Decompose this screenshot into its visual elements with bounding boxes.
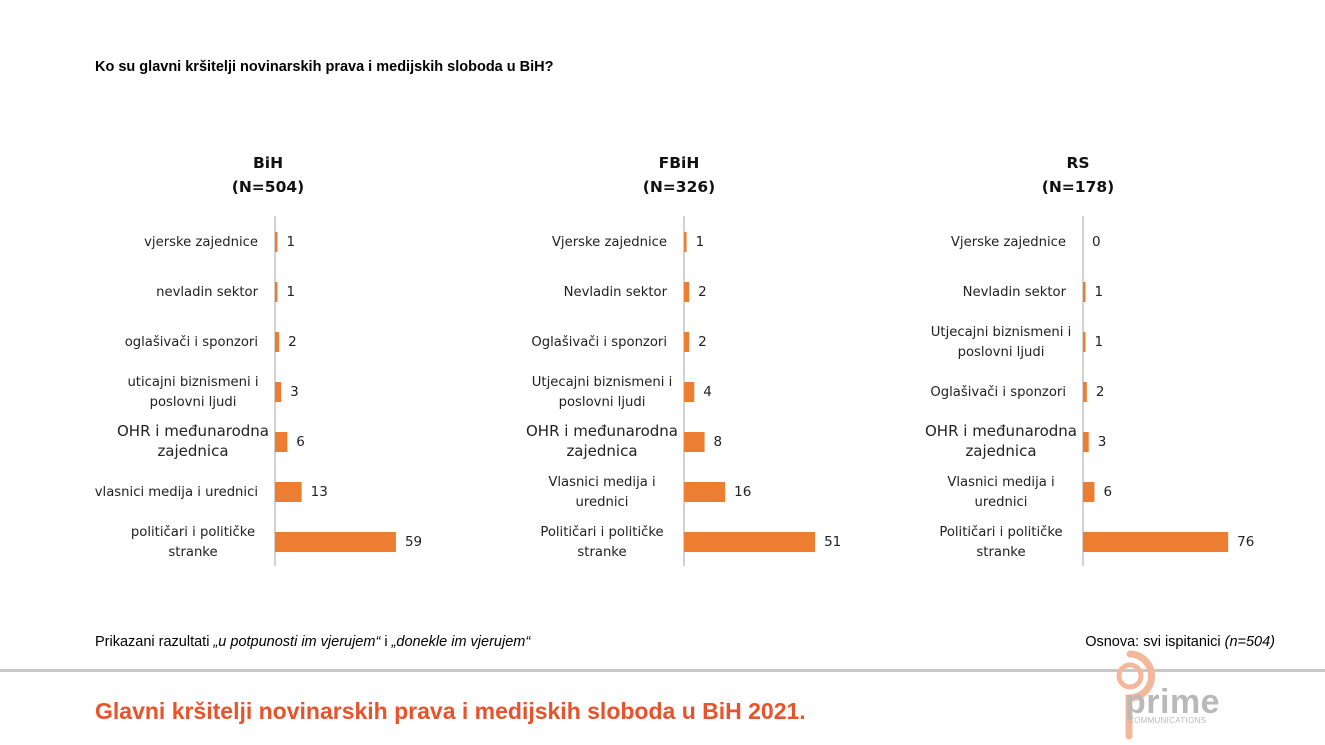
chart-3-value-label-5: 3 — [1098, 434, 1107, 450]
chart-1-bar-1 — [275, 232, 278, 252]
chart-2-title-line-1: FBiH — [659, 154, 700, 172]
chart-2-title-line-2: (N=326) — [643, 178, 715, 196]
chart-3-category-label-7-line-2: stranke — [976, 545, 1025, 560]
chart-3-bar-6 — [1083, 482, 1095, 502]
results-note-option-1: „u potpunosti im vjerujem“ — [213, 634, 381, 650]
base-note-n: (n=504) — [1224, 634, 1275, 650]
chart-1-category-label-7-line-1: političari i političke — [131, 524, 255, 540]
chart-1-category-label-2-line-1: nevladin sektor — [156, 285, 258, 300]
chart-2-category-label-5-line-2: zajednica — [566, 442, 637, 460]
chart-1-bar-4 — [275, 382, 282, 402]
chart-3-category-label-1-line-1: Vjerske zajednice — [951, 235, 1066, 250]
footer-title: Glavni kršitelji novinarskih prava i med… — [95, 698, 806, 724]
chart-3-bar-2 — [1083, 282, 1086, 302]
chart-3-bar-4 — [1083, 382, 1087, 402]
chart-3-title-line-1: RS — [1066, 154, 1089, 172]
chart-2-category-label-6-line-1: Vlasnici medija i — [548, 475, 655, 490]
chart-2-category-label-6-line-2: urednici — [576, 495, 629, 510]
chart-2-category-label-2-line-1: Nevladin sektor — [564, 285, 668, 300]
chart-3-value-label-3: 1 — [1095, 334, 1104, 350]
chart-1-category-label-5-line-1: OHR i međunarodna — [117, 422, 269, 440]
chart-2-value-label-3: 2 — [698, 334, 707, 350]
chart-3-value-label-2: 1 — [1095, 284, 1104, 300]
chart-1-value-label-4: 3 — [290, 384, 299, 400]
chart-3-bar-7 — [1083, 532, 1229, 552]
chart-2-category-label-4-line-1: Utjecajni biznismeni i — [532, 375, 673, 390]
chart-1-value-label-7: 59 — [405, 534, 422, 550]
chart-1-bar-7 — [275, 532, 396, 552]
chart-3-category-label-6-line-2: urednici — [975, 495, 1028, 510]
chart-2-category-label-7-line-1: Političari i političke — [540, 524, 663, 540]
chart-1-category-label-1-line-1: vjerske zajednice — [144, 235, 258, 250]
chart-1-value-label-3: 2 — [288, 334, 297, 350]
chart-2-bar-6 — [684, 482, 726, 502]
results-note: Prikazani razultati „u potpunosti im vje… — [95, 634, 530, 650]
chart-2-value-label-4: 4 — [703, 384, 712, 400]
results-note-prefix: Prikazani razultati — [95, 634, 214, 650]
results-note-conjunction: i — [380, 634, 392, 650]
chart-2-category-label-5-line-1: OHR i međunarodna — [526, 422, 678, 440]
chart-3-value-label-6: 6 — [1103, 484, 1112, 500]
chart-2-category-label-1-line-1: Vjerske zajednice — [552, 235, 667, 250]
chart-3-value-label-4: 2 — [1096, 384, 1105, 400]
chart-1-bar-6 — [275, 482, 302, 502]
results-note-option-2: „donekle im vjerujem“ — [391, 634, 531, 650]
logo-subtext: COMMUNICATIONS — [1128, 716, 1207, 725]
chart-question: Ko su glavni kršitelji novinarskih prava… — [95, 59, 554, 75]
chart-3-bar-3 — [1083, 332, 1086, 352]
footer-divider — [0, 669, 1325, 672]
chart-3-category-label-5-line-1: OHR i međunarodna — [925, 422, 1077, 440]
chart-1-title-line-1: BiH — [253, 154, 283, 172]
chart-1-value-label-1: 1 — [287, 234, 296, 250]
chart-2-bar-3 — [684, 332, 690, 352]
chart-2-bar-7 — [684, 532, 816, 552]
chart-2-bar-4 — [684, 382, 695, 402]
logo-text: prime — [1125, 683, 1221, 721]
chart-2-value-label-2: 2 — [698, 284, 707, 300]
chart-3-category-label-6-line-1: Vlasnici medija i — [947, 475, 1054, 490]
chart-1-category-label-4-line-2: poslovni ljudi — [150, 395, 237, 410]
chart-3-title-line-2: (N=178) — [1042, 178, 1114, 196]
chart-3-category-label-3-line-1: Utjecajni biznismeni i — [931, 325, 1072, 340]
chart-1-value-label-6: 13 — [311, 484, 328, 500]
prime-logo-icon — [1116, 650, 1155, 740]
chart-1-bar-5 — [275, 432, 288, 452]
chart-3-category-label-4-line-1: Oglašivači i sponzori — [930, 384, 1066, 400]
chart-3-value-label-7: 76 — [1237, 534, 1254, 550]
chart-3-category-label-7-line-1: Političari i političke — [939, 524, 1062, 540]
chart-2-bar-2 — [684, 282, 690, 302]
chart-1-title-line-2: (N=504) — [232, 178, 304, 196]
chart-2-category-label-3-line-1: Oglašivači i sponzori — [531, 334, 667, 350]
chart-3-bar-5 — [1083, 432, 1089, 452]
chart-1-category-label-3-line-1: oglašivači i sponzori — [125, 334, 258, 350]
chart-1-bar-2 — [275, 282, 278, 302]
chart-2-bar-1 — [684, 232, 687, 252]
chart-2-category-label-4-line-2: poslovni ljudi — [559, 395, 646, 410]
chart-1-value-label-5: 6 — [296, 434, 305, 450]
chart-3-category-label-2-line-1: Nevladin sektor — [963, 285, 1067, 300]
chart-3-category-label-5-line-2: zajednica — [965, 442, 1036, 460]
chart-3-category-label-3-line-2: poslovni ljudi — [958, 345, 1045, 360]
chart-1-bar-3 — [275, 332, 280, 352]
chart-1-category-label-6-line-1: vlasnici medija i urednici — [95, 485, 258, 500]
chart-1-value-label-2: 1 — [287, 284, 296, 300]
chart-1-category-label-5-line-2: zajednica — [157, 442, 228, 460]
chart-3-value-label-1: 0 — [1092, 234, 1101, 250]
chart-1-category-label-4-line-1: uticajni biznismeni i — [127, 375, 258, 390]
chart-2-value-label-5: 8 — [714, 434, 723, 450]
chart-2-category-label-7-line-2: stranke — [577, 545, 626, 560]
base-note-prefix: Osnova: svi ispitanici — [1085, 634, 1225, 650]
chart-1-category-label-7-line-2: stranke — [168, 545, 217, 560]
chart-2-bar-5 — [684, 432, 705, 452]
chart-2-value-label-6: 16 — [734, 484, 751, 500]
base-note: Osnova: svi ispitanici (n=504) — [1085, 634, 1275, 650]
chart-2-value-label-7: 51 — [824, 534, 841, 550]
chart-2-value-label-1: 1 — [696, 234, 705, 250]
